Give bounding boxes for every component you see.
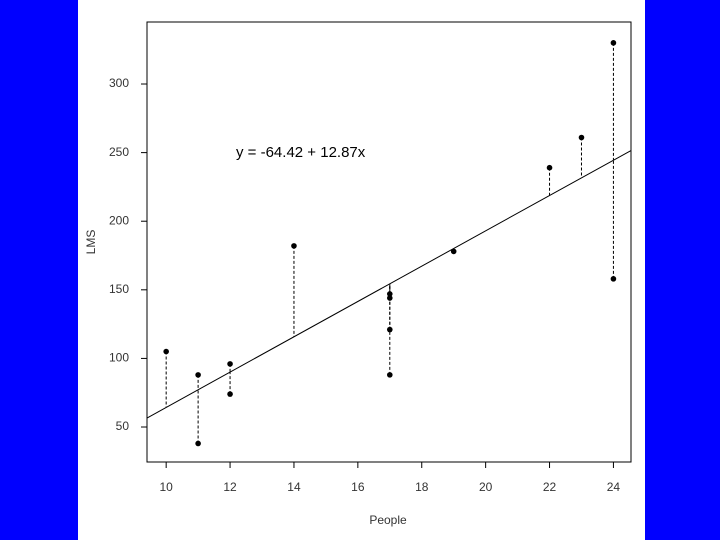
y-tick-label: 250 (109, 145, 129, 159)
data-point (227, 361, 233, 367)
panel (78, 0, 645, 540)
data-point (163, 348, 169, 355)
data-point (610, 40, 617, 46)
y-tick-label: 150 (109, 282, 129, 296)
data-point (386, 372, 393, 378)
data-point (578, 134, 585, 141)
y-tick-label: 300 (109, 76, 129, 90)
data-point (195, 372, 201, 378)
data-point (227, 391, 233, 397)
data-point (386, 291, 393, 297)
y-tick-label: 50 (116, 419, 130, 433)
data-point (386, 326, 393, 333)
x-axis-label: People (369, 513, 407, 527)
data-point (610, 276, 617, 282)
data-point (546, 164, 553, 171)
x-tick-label: 24 (607, 480, 621, 494)
data-point (195, 440, 201, 447)
x-tick-label: 12 (223, 480, 237, 494)
x-tick-label: 10 (159, 480, 173, 494)
y-tick-label: 100 (109, 351, 129, 365)
x-tick-label: 20 (479, 480, 493, 494)
plot-frame (146, 21, 632, 463)
x-tick-label: 14 (287, 480, 301, 494)
x-tick-label: 16 (351, 480, 365, 494)
y-tick-label: 200 (109, 213, 129, 227)
data-point (386, 295, 393, 301)
equation-annotation: y = -64.42 + 12.87x (236, 144, 366, 161)
regression-line (146, 150, 632, 419)
data-point (291, 243, 297, 249)
x-tick-label: 22 (543, 480, 557, 494)
y-axis-label: LMS (84, 230, 98, 255)
data-point (450, 248, 457, 255)
x-tick-label: 18 (415, 480, 429, 494)
